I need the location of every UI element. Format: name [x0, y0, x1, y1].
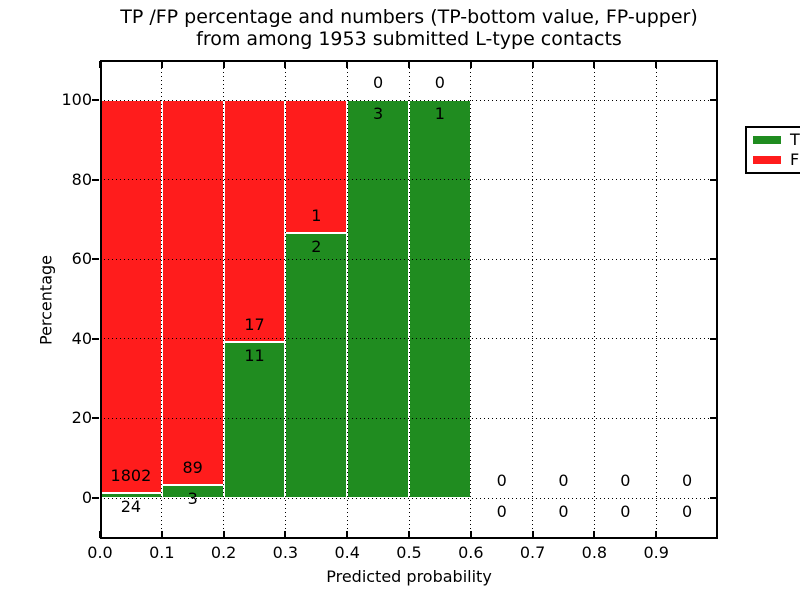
vertical-gridline: [593, 60, 595, 539]
x-tick-label: 0.5: [396, 543, 422, 562]
y-tick-mark-left: [92, 337, 99, 340]
x-tick-label: 0.1: [149, 543, 175, 562]
x-tick-mark-bottom: [99, 531, 101, 538]
x-tick-mark-bottom: [408, 531, 410, 538]
x-tick-label: 0.8: [581, 543, 608, 562]
x-tick-mark-bottom: [469, 531, 472, 538]
x-tick-label: 0.2: [210, 543, 237, 562]
tp-count-annotation: 0: [558, 502, 569, 521]
vertical-gridline: [532, 60, 534, 539]
y-tick-mark-right: [710, 258, 717, 261]
y-tick-mark-right: [710, 417, 717, 420]
fp-count-annotation: 0: [682, 471, 693, 490]
bar-segment-tp: [223, 341, 286, 498]
legend-swatch-tp-icon: [753, 135, 781, 144]
x-tick-mark-top: [593, 61, 596, 68]
x-tick-mark-top: [655, 61, 658, 68]
tp-count-annotation: 3: [373, 104, 384, 123]
x-tick-mark-top: [408, 61, 410, 68]
fp-count-annotation: 0: [620, 471, 631, 490]
tp-count-annotation: 0: [496, 502, 507, 521]
vertical-gridline: [655, 60, 657, 539]
x-tick-label: 0.6: [458, 543, 484, 562]
bar-segment-fp: [100, 100, 162, 493]
y-tick-label: 60: [71, 249, 92, 269]
y-tick-mark-left: [92, 99, 99, 101]
tp-count-annotation: 24: [120, 496, 142, 516]
x-tick-mark-top: [531, 61, 534, 68]
y-tick-mark-left: [92, 497, 99, 499]
y-tick-mark-left: [92, 178, 99, 181]
legend-item-fp: FP: [753, 151, 800, 169]
y-tick-label: 20: [71, 408, 92, 428]
x-tick-label: 0.0: [87, 543, 113, 562]
x-tick-mark-bottom: [160, 531, 163, 538]
y-tick-mark-right: [710, 497, 717, 499]
vertical-gridline: [223, 60, 225, 539]
x-tick-mark-top: [346, 61, 349, 68]
x-tick-mark-bottom: [531, 531, 534, 538]
y-tick-mark-right: [710, 337, 717, 340]
chart-title-line2: from among 1953 submitted L-type contact…: [196, 28, 622, 50]
tp-count-annotation: 2: [311, 236, 322, 256]
x-tick-mark-bottom: [593, 531, 596, 538]
x-tick-label: 0.9: [643, 543, 669, 562]
chart-title: TP /FP percentage and numbers (TP-bottom…: [100, 6, 718, 50]
legend-item-tp: TP: [753, 129, 800, 149]
vertical-gridline: [408, 60, 410, 539]
tp-count-annotation: 11: [244, 345, 265, 365]
y-tick-mark-left: [92, 417, 99, 420]
tp-count-annotation: 0: [682, 502, 693, 521]
bar-segment-fp: [161, 100, 224, 486]
y-tick-label: 0: [81, 488, 92, 507]
fp-count-annotation: 1: [311, 205, 322, 225]
fp-count-annotation: 89: [182, 458, 203, 478]
y-tick-mark-right: [710, 178, 717, 181]
y-tick-label: 40: [71, 328, 92, 348]
vertical-gridline: [284, 60, 286, 539]
fp-count-annotation: 0: [373, 73, 384, 92]
y-tick-label: 100: [61, 90, 92, 109]
x-tick-mark-bottom: [222, 531, 225, 538]
vertical-gridline: [346, 60, 348, 539]
x-tick-mark-top: [99, 61, 101, 68]
fp-count-annotation: 17: [244, 314, 265, 334]
fp-count-annotation: 1802: [110, 465, 152, 485]
y-tick-mark-right: [710, 99, 717, 101]
x-axis-label: Predicted probability: [326, 567, 492, 586]
x-tick-label: 0.4: [334, 543, 360, 562]
legend-label-tp: TP: [790, 129, 800, 149]
bar-segment-tp: [409, 100, 471, 498]
x-tick-mark-bottom: [284, 531, 287, 538]
legend: TP FP: [745, 126, 800, 174]
y-tick-label: 80: [71, 169, 92, 189]
x-tick-mark-top: [222, 61, 225, 68]
legend-swatch-fp-icon: [753, 156, 781, 165]
vertical-gridline: [161, 60, 163, 539]
x-tick-mark-top: [160, 61, 163, 68]
chart-title-line1: TP /FP percentage and numbers (TP-bottom…: [120, 6, 698, 28]
fp-count-annotation: 0: [496, 471, 507, 490]
legend-label-fp: FP: [790, 150, 800, 170]
tp-count-annotation: 1: [434, 104, 445, 123]
tp-count-annotation: 3: [187, 489, 198, 509]
bar-segment-tp: [347, 100, 409, 498]
x-tick-label: 0.3: [272, 543, 299, 562]
tp-count-annotation: 0: [620, 502, 631, 521]
y-tick-mark-left: [92, 258, 99, 261]
x-tick-mark-top: [284, 61, 287, 68]
fp-count-annotation: 0: [434, 73, 445, 92]
vertical-gridline: [470, 60, 472, 539]
x-tick-mark-top: [469, 61, 472, 68]
fp-count-annotation: 0: [558, 471, 569, 490]
x-tick-mark-bottom: [655, 531, 658, 538]
x-tick-mark-bottom: [346, 531, 349, 538]
x-tick-label: 0.7: [519, 543, 546, 562]
bar-segment-tp: [285, 232, 348, 498]
